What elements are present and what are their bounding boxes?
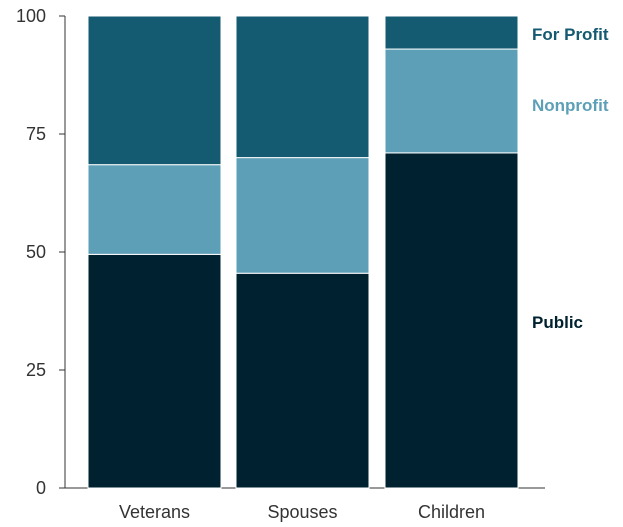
bar-segment-nonprofit-children	[384, 48, 519, 154]
x-tick-label: Veterans	[119, 502, 190, 522]
x-tick-label: Children	[418, 502, 485, 522]
y-axis-ticks: 0 25 50 75 100	[16, 6, 65, 498]
y-tick-label: 100	[16, 6, 46, 26]
bar-segment-for-profit-spouses	[235, 15, 370, 159]
x-tick-label: Spouses	[267, 502, 337, 522]
bar-segment-for-profit-children	[384, 15, 519, 50]
legend-label-public: Public	[532, 313, 583, 332]
legend: Public Nonprofit For Profit	[532, 25, 609, 332]
bar-segment-public-veterans	[87, 253, 222, 489]
legend-label-nonprofit: Nonprofit	[532, 96, 609, 115]
bar-segment-public-spouses	[235, 272, 370, 489]
x-axis-labels: Veterans Spouses Children	[119, 502, 485, 522]
y-tick-label: 25	[26, 360, 46, 380]
bar-segment-for-profit-veterans	[87, 15, 222, 166]
legend-label-for-profit: For Profit	[532, 25, 609, 44]
bar-segment-public-children	[384, 152, 519, 489]
bars-group	[87, 15, 519, 489]
y-tick-label: 0	[36, 478, 46, 498]
y-tick-label: 75	[26, 124, 46, 144]
bar-segment-nonprofit-veterans	[87, 164, 222, 255]
y-tick-label: 50	[26, 242, 46, 262]
bar-segment-nonprofit-spouses	[235, 157, 370, 274]
